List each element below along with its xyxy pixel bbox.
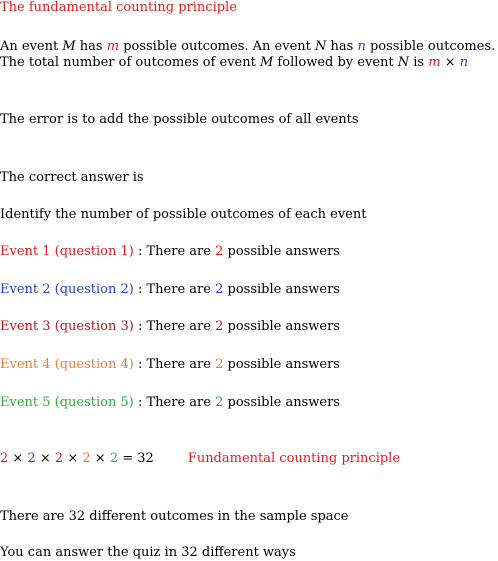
event-m-symbol: M bbox=[62, 39, 76, 54]
principle-text: followed by event bbox=[273, 55, 398, 70]
event-row: Event 3 (question 3) : There are 2 possi… bbox=[0, 319, 340, 335]
colon: : bbox=[133, 357, 147, 372]
event-text: possible answers bbox=[223, 395, 340, 410]
factor: 2 bbox=[54, 451, 64, 466]
event-count: 2 bbox=[215, 244, 224, 259]
event-text: possible answers bbox=[223, 282, 340, 297]
principle-text: The total number of outcomes of event bbox=[0, 55, 260, 70]
factor: 2 bbox=[82, 451, 91, 466]
principle-text: possible outcomes. bbox=[365, 39, 496, 54]
times-symbol: × bbox=[63, 451, 83, 466]
colon: : bbox=[133, 319, 147, 334]
times-symbol: × bbox=[444, 55, 456, 70]
event-text: There are bbox=[146, 282, 216, 297]
event-text: There are bbox=[146, 395, 216, 410]
event-label: Event 2 (question 2) bbox=[0, 282, 134, 297]
principle-text: An event bbox=[0, 39, 63, 54]
event-text: possible answers bbox=[223, 357, 340, 372]
event-row: Event 2 (question 2) : There are 2 possi… bbox=[0, 282, 340, 298]
times-symbol: × bbox=[8, 451, 28, 466]
event-row: Event 5 (question 5) : There are 2 possi… bbox=[0, 395, 340, 411]
event-text: possible answers bbox=[223, 244, 340, 259]
event-row: Event 1 (question 1) : There are 2 possi… bbox=[0, 244, 340, 260]
principle-text: is bbox=[409, 55, 429, 70]
colon: : bbox=[133, 282, 147, 297]
conclusion-sample-space: There are 32 different outcomes in the s… bbox=[0, 509, 349, 524]
heading: The fundamental counting principle bbox=[0, 0, 237, 15]
event-n-symbol: N bbox=[315, 39, 327, 54]
event-n-symbol: N bbox=[397, 55, 410, 70]
event-label: Event 1 (question 1) bbox=[0, 244, 134, 259]
event-label: Event 3 (question 3) bbox=[0, 319, 134, 334]
event-m-symbol: M bbox=[259, 55, 274, 70]
times-symbol: × bbox=[35, 451, 55, 466]
factor: 2 bbox=[27, 451, 36, 466]
conclusion-quiz-ways: You can answer the quiz in 32 different … bbox=[0, 545, 296, 560]
principle-text: has bbox=[326, 39, 358, 54]
factor: 2 bbox=[109, 451, 119, 466]
event-text: There are bbox=[146, 357, 216, 372]
equals-result: = 32 bbox=[118, 451, 154, 466]
n-outcomes-symbol: n bbox=[459, 55, 469, 70]
principle-text: possible outcomes. An event bbox=[119, 39, 315, 54]
correct-answer-intro: The correct answer is bbox=[0, 170, 144, 185]
principle-line-2: The total number of outcomes of event M … bbox=[0, 55, 468, 71]
principle-text: has bbox=[75, 39, 107, 54]
event-count: 2 bbox=[215, 357, 224, 372]
event-text: There are bbox=[146, 244, 216, 259]
product-equation: 2 × 2 × 2 × 2 × 2 = 32 Fundamental counti… bbox=[0, 451, 400, 467]
principle-label: Fundamental counting principle bbox=[187, 451, 401, 466]
times-symbol: × bbox=[90, 451, 110, 466]
colon: : bbox=[133, 244, 147, 259]
factor: 2 bbox=[0, 451, 9, 466]
identify-instruction: Identify the number of possible outcomes… bbox=[0, 207, 367, 222]
m-outcomes-symbol: m bbox=[106, 39, 120, 54]
event-label: Event 4 (question 4) bbox=[0, 357, 134, 372]
event-count: 2 bbox=[215, 319, 224, 334]
event-text: possible answers bbox=[223, 319, 340, 334]
event-text: There are bbox=[146, 319, 216, 334]
n-outcomes-symbol: n bbox=[357, 39, 366, 54]
event-count: 2 bbox=[215, 395, 224, 410]
event-row: Event 4 (question 4) : There are 2 possi… bbox=[0, 357, 340, 373]
m-outcomes-symbol: m bbox=[428, 55, 441, 70]
error-statement: The error is to add the possible outcome… bbox=[0, 112, 359, 127]
event-count: 2 bbox=[215, 282, 224, 297]
principle-line-1: An event M has m possible outcomes. An e… bbox=[0, 39, 495, 55]
event-label: Event 5 (question 5) bbox=[0, 395, 134, 410]
colon: : bbox=[133, 395, 147, 410]
